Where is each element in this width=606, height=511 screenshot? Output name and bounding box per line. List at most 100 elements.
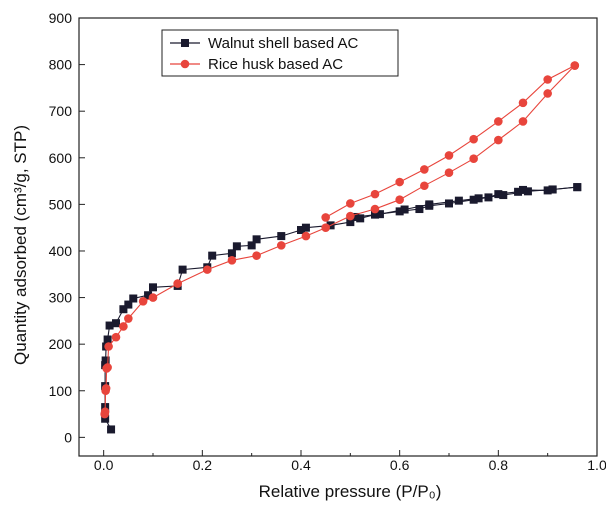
desorption-point <box>420 165 429 174</box>
adsorption-point <box>321 223 330 232</box>
adsorption-point <box>202 265 212 274</box>
adsorption-point <box>519 185 527 194</box>
legend-marker <box>180 59 190 69</box>
desorption-point <box>454 196 463 205</box>
desorption-point <box>523 187 532 196</box>
adsorption-point <box>395 207 404 216</box>
adsorption-point <box>149 283 157 292</box>
x-tick-label: 0.6 <box>390 457 410 473</box>
adsorption-point <box>494 135 503 145</box>
adsorption-point <box>356 214 365 223</box>
adsorption-point <box>101 414 110 423</box>
adsorption-point <box>514 187 523 196</box>
adsorption-point <box>444 168 454 177</box>
desorption-point <box>474 194 483 203</box>
desorption-line <box>355 186 578 218</box>
adsorption-point <box>111 332 121 342</box>
adsorption-point <box>543 89 552 98</box>
x-tick-label: 1.0 <box>587 457 606 473</box>
adsorption-point <box>346 218 355 227</box>
desorption-point <box>518 98 528 108</box>
series-1 <box>100 61 580 419</box>
adsorption-point <box>277 232 286 241</box>
y-tick-label: 100 <box>49 383 73 399</box>
adsorption-point <box>208 251 217 260</box>
desorption-point <box>469 134 478 144</box>
adsorption-line <box>104 65 576 415</box>
desorption-point <box>346 199 355 208</box>
legend-marker <box>181 39 189 47</box>
adsorption-point <box>232 242 241 251</box>
desorption-point <box>400 205 409 214</box>
adsorption-point <box>173 279 182 288</box>
adsorption-point <box>469 154 478 164</box>
x-tick-label: 0.8 <box>489 457 509 473</box>
adsorption-point <box>252 235 261 244</box>
desorption-point <box>543 75 552 84</box>
adsorption-point <box>129 294 138 303</box>
adsorption-point <box>148 293 158 302</box>
desorption-point <box>570 61 580 70</box>
adsorption-point <box>247 241 256 250</box>
legend-box <box>161 29 399 77</box>
x-tick-label: 0.4 <box>291 457 311 473</box>
adsorption-point <box>395 195 404 205</box>
adsorption-point <box>124 314 133 323</box>
desorption-point <box>499 191 508 200</box>
y-tick-label: 400 <box>49 243 73 259</box>
adsorption-point <box>104 342 113 351</box>
adsorption-point <box>103 363 112 372</box>
adsorption-point <box>371 210 379 219</box>
adsorption-point <box>301 223 310 232</box>
legend-label: Rice husk based AC <box>208 56 343 73</box>
legend-label: Walnut shell based AC <box>208 35 359 52</box>
adsorption-point <box>346 211 355 221</box>
adsorption-point <box>370 204 380 214</box>
y-tick-label: 600 <box>49 150 73 166</box>
adsorption-point <box>103 335 112 344</box>
y-tick-label: 700 <box>49 103 73 119</box>
y-tick-label: 900 <box>49 10 73 26</box>
x-axis-title: Relative pressure (P/P₀) <box>259 482 442 501</box>
adsorption-point <box>301 231 311 241</box>
desorption-point <box>375 210 384 219</box>
adsorption-line <box>104 186 578 430</box>
adsorption-point <box>445 199 453 208</box>
adsorption-point <box>469 195 478 204</box>
y-tick-label: 500 <box>49 196 73 212</box>
adsorption-point <box>105 321 114 330</box>
desorption-point <box>370 189 380 199</box>
adsorption-point <box>494 190 503 199</box>
adsorption-point <box>252 251 261 260</box>
x-tick-label: 0.2 <box>193 457 213 473</box>
adsorption-point <box>101 384 111 393</box>
desorption-point <box>573 183 582 192</box>
y-tick-label: 200 <box>49 336 73 352</box>
adsorption-point <box>276 241 286 250</box>
adsorption-point <box>484 193 493 202</box>
adsorption-point <box>227 255 237 265</box>
y-tick-label: 800 <box>49 57 73 73</box>
desorption-point <box>548 185 557 194</box>
adsorption-point <box>112 319 120 328</box>
adsorption-point <box>119 305 128 314</box>
adsorption-point <box>415 205 424 214</box>
desorption-point <box>321 213 330 222</box>
desorption-point <box>425 200 434 209</box>
adsorption-point <box>119 322 128 331</box>
desorption-point <box>444 151 454 160</box>
adsorption-point <box>518 117 528 126</box>
desorption-line <box>325 65 576 218</box>
x-tick-label: 0.0 <box>94 457 114 473</box>
adsorption-point <box>101 356 110 365</box>
adsorption-point <box>227 249 236 258</box>
adsorption-point <box>178 265 187 274</box>
y-tick-label: 300 <box>49 290 73 306</box>
adsorption-point <box>144 291 153 300</box>
adsorption-point <box>100 407 110 417</box>
y-tick-label: 0 <box>64 429 72 445</box>
desorption-point <box>494 117 503 126</box>
adsorption-point <box>420 181 429 191</box>
